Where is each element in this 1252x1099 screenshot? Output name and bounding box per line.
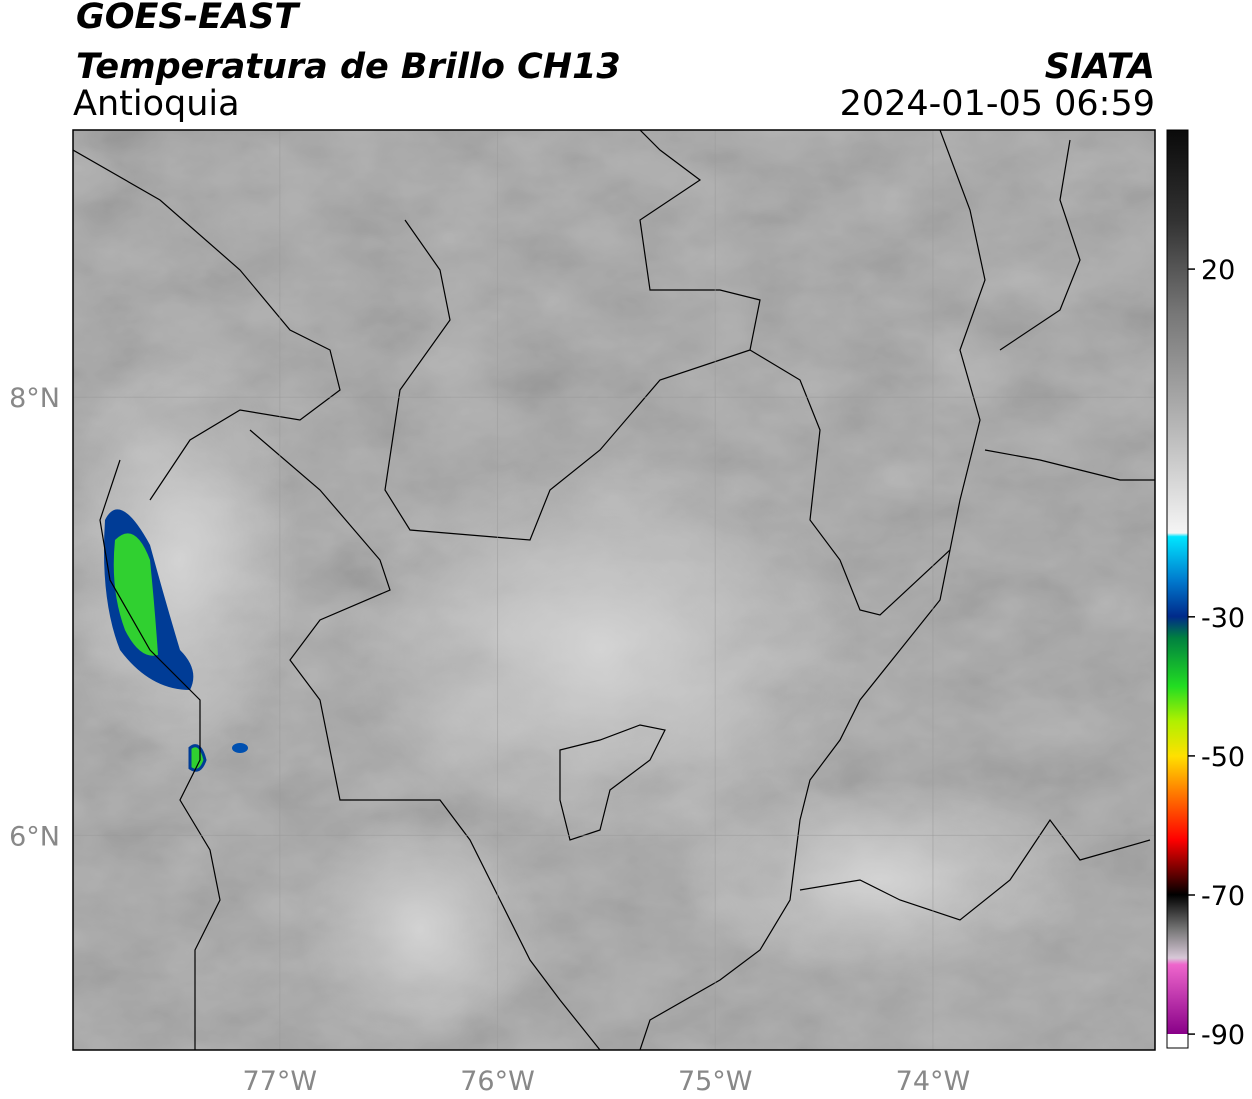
colorbar <box>1166 129 1189 1049</box>
source: SIATA <box>1045 47 1155 87</box>
map-image <box>73 130 1155 1050</box>
x-tick-label: 75°W <box>678 1066 753 1097</box>
x-tick-label: 76°W <box>460 1066 535 1097</box>
colorbar-tick-label: -70 <box>1201 881 1245 912</box>
colorbar-tick-label: -30 <box>1201 603 1245 634</box>
colorbar-tick-label: -50 <box>1201 742 1245 773</box>
colorbar-tick-label: -90 <box>1201 1020 1245 1051</box>
gridlines <box>73 130 1155 1050</box>
y-tick-label: 8°N <box>9 383 60 414</box>
subtitle: Temperatura de Brillo CH13 <box>76 47 621 87</box>
y-tick-label: 6°N <box>9 821 60 852</box>
datetime: 2024-01-05 06:59 <box>840 84 1155 124</box>
colorbar-tick-label: 20 <box>1201 255 1235 286</box>
map-frame <box>72 129 1156 1051</box>
x-tick-label: 74°W <box>896 1066 971 1097</box>
title: GOES-EAST <box>76 0 301 37</box>
x-tick-label: 77°W <box>243 1066 318 1097</box>
region: Antioquia <box>73 84 240 124</box>
